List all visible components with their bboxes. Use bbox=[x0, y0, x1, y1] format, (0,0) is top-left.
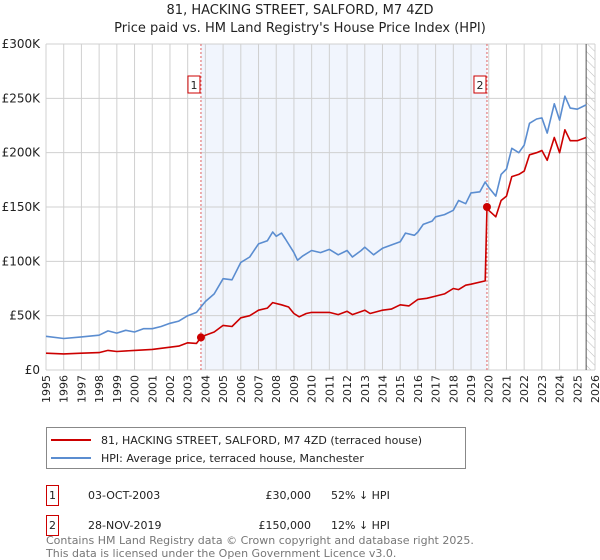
sale-date: 03-OCT-2003 bbox=[88, 489, 161, 502]
x-tick-label: 2000 bbox=[129, 375, 142, 403]
legend: 81, HACKING STREET, SALFORD, M7 4ZD (ter… bbox=[46, 427, 466, 469]
x-tick-label: 2022 bbox=[518, 375, 531, 403]
x-tick-label: 2020 bbox=[483, 375, 496, 403]
x-tick-label: 1995 bbox=[40, 375, 53, 403]
legend-swatch-blue bbox=[51, 457, 91, 459]
hpi-line bbox=[45, 95, 587, 340]
y-tick-label: £150K bbox=[2, 200, 42, 214]
sale-row-1: 1 03-OCT-2003 £30,000 52% ↓ HPI bbox=[46, 485, 446, 507]
footer-licence: This data is licensed under the Open Gov… bbox=[46, 547, 397, 560]
x-tick-label: 2025 bbox=[571, 375, 584, 403]
x-tick-label: 2009 bbox=[288, 375, 301, 403]
sale-label: 1 bbox=[190, 79, 197, 92]
x-tick-label: 2011 bbox=[323, 375, 336, 403]
sale-price: £30,000 bbox=[265, 489, 312, 502]
footer-copyright: Contains HM Land Registry data © Crown c… bbox=[46, 534, 474, 547]
sale-hpi-diff: 52% ↓ HPI bbox=[331, 489, 390, 502]
sale-label-box bbox=[473, 75, 487, 94]
x-tick-label: 2013 bbox=[359, 375, 372, 403]
sale-price: £150,000 bbox=[258, 519, 312, 532]
x-tick-label: 2003 bbox=[182, 375, 195, 403]
x-tick-label: 2024 bbox=[554, 375, 567, 403]
x-tick-label: 1997 bbox=[75, 375, 88, 403]
x-tick-label: 2006 bbox=[235, 375, 248, 403]
x-tick-label: 2026 bbox=[589, 375, 600, 403]
sale-row-2: 2 28-NOV-2019 £150,000 12% ↓ HPI bbox=[46, 515, 446, 537]
x-tick-label: 2015 bbox=[394, 375, 407, 403]
x-tick-label: 2004 bbox=[199, 375, 212, 403]
x-tick-label: 2005 bbox=[217, 375, 230, 403]
sale-point bbox=[482, 203, 491, 211]
legend-item-price: 81, HACKING STREET, SALFORD, M7 4ZD (ter… bbox=[51, 432, 422, 448]
x-tick-label: 2016 bbox=[412, 375, 425, 403]
legend-item-hpi: HPI: Average price, terraced house, Manc… bbox=[51, 450, 364, 466]
y-tick-label: £100K bbox=[2, 254, 42, 268]
sale-point bbox=[196, 333, 205, 342]
y-tick-label: £300K bbox=[2, 37, 42, 51]
x-tick-label: 2019 bbox=[465, 375, 478, 403]
x-tick-label: 1998 bbox=[93, 375, 106, 403]
x-tick-label: 2012 bbox=[341, 375, 354, 403]
x-tick-label: 1999 bbox=[111, 375, 124, 403]
x-tick-label: 2007 bbox=[253, 375, 266, 403]
y-tick-label: £250K bbox=[2, 91, 42, 105]
price-paid-line bbox=[45, 129, 587, 355]
y-tick-label: £50K bbox=[9, 309, 41, 323]
x-tick-label: 2021 bbox=[500, 375, 513, 403]
chart-title: 81, HACKING STREET, SALFORD, M7 4ZD bbox=[166, 3, 434, 18]
x-tick-label: 2001 bbox=[146, 375, 159, 403]
plot-area: 1995 1996 1997 1998 1999 2000 2001 2002 2003 2004… bbox=[2, 37, 600, 403]
x-tick-label: 2023 bbox=[536, 375, 549, 403]
x-tick-label: 2008 bbox=[270, 375, 283, 403]
sale-label-box bbox=[187, 75, 201, 94]
x-tick-label: 2014 bbox=[376, 375, 389, 403]
x-tick-label: 2018 bbox=[447, 375, 460, 403]
legend-swatch-red bbox=[51, 439, 91, 441]
chart-subtitle: Price paid vs. HM Land Registry's House … bbox=[114, 21, 486, 36]
legend-label: HPI: Average price, terraced house, Manc… bbox=[101, 451, 364, 465]
x-tick-label: 2017 bbox=[430, 375, 443, 403]
y-tick-label: £0 bbox=[25, 363, 40, 377]
x-tick-label: 2002 bbox=[164, 375, 177, 403]
y-tick-label: £200K bbox=[2, 146, 42, 160]
x-tick-label: 1996 bbox=[58, 375, 71, 403]
sale-marker-label: 2 bbox=[46, 515, 59, 536]
sale-date: 28-NOV-2019 bbox=[88, 519, 162, 532]
sale-label: 2 bbox=[476, 79, 483, 92]
x-tick-label: 2010 bbox=[306, 375, 319, 403]
legend-label: 81, HACKING STREET, SALFORD, M7 4ZD (ter… bbox=[101, 433, 423, 447]
sale-hpi-diff: 12% ↓ HPI bbox=[331, 519, 390, 532]
sale-marker-label: 1 bbox=[46, 485, 59, 506]
